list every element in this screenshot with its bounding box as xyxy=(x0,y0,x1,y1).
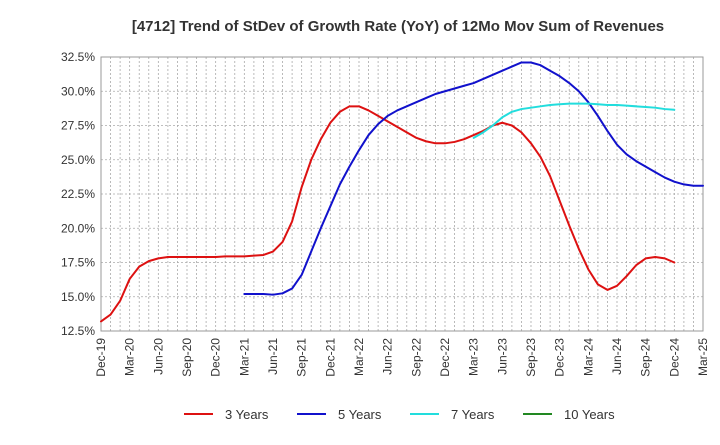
x-tick-label: Dec-19 xyxy=(94,338,108,377)
y-tick-label: 15.0% xyxy=(61,290,95,304)
y-tick-label: 32.5% xyxy=(61,50,95,64)
x-tick-label: Jun-24 xyxy=(610,338,624,375)
x-tick-label: Sep-24 xyxy=(639,338,653,377)
y-tick-label: 22.5% xyxy=(61,187,95,201)
axis-layer: 12.5% 15.0% 17.5% 20.0% 22.5% 25.0% 27.5% 30.0%… xyxy=(61,50,710,377)
grid-layer xyxy=(100,56,704,332)
series-layer xyxy=(100,61,704,323)
x-tick-label: Mar-21 xyxy=(237,338,251,376)
y-tick-label: 27.5% xyxy=(61,119,95,133)
x-tick-label: Mar-20 xyxy=(123,338,137,376)
x-tick-label: Sep-20 xyxy=(180,338,194,377)
series-line-5-years xyxy=(243,61,704,296)
series-line-7-years xyxy=(472,102,676,139)
y-tick-label: 12.5% xyxy=(61,324,95,338)
legend: 3 Years 5 Years 7 Years 10 Years xyxy=(184,407,615,422)
x-tick-label: Jun-20 xyxy=(151,338,165,375)
legend-label-7-years: 7 Years xyxy=(451,407,495,422)
y-tick-label: 17.5% xyxy=(61,256,95,270)
x-tick-label: Jun-22 xyxy=(381,338,395,375)
x-tick-label: Sep-22 xyxy=(409,338,423,377)
legend-label-5-years: 5 Years xyxy=(338,407,382,422)
x-tick-label: Mar-22 xyxy=(352,338,366,376)
y-tick-label: 25.0% xyxy=(61,153,95,167)
x-tick-label: Dec-23 xyxy=(553,338,567,377)
legend-label-10-years: 10 Years xyxy=(564,407,615,422)
x-tick-label: Mar-24 xyxy=(581,338,595,376)
x-tick-label: Dec-20 xyxy=(209,338,223,377)
x-tick-label: Sep-23 xyxy=(524,338,538,377)
x-tick-label: Dec-21 xyxy=(323,338,337,377)
x-tick-label: Dec-22 xyxy=(438,338,452,377)
x-tick-label: Jun-23 xyxy=(495,338,509,375)
y-tick-label: 20.0% xyxy=(61,221,95,235)
x-tick-label: Jun-21 xyxy=(266,338,280,375)
chart-title: [4712] Trend of StDev of Growth Rate (Yo… xyxy=(132,18,664,35)
y-tick-label: 30.0% xyxy=(61,84,95,98)
legend-label-3-years: 3 Years xyxy=(225,407,269,422)
series-line-3-years xyxy=(100,105,676,323)
plot-frame xyxy=(100,56,704,332)
x-tick-label: Mar-23 xyxy=(467,338,481,376)
x-tick-label: Mar-25 xyxy=(696,338,710,376)
x-tick-label: Sep-21 xyxy=(295,338,309,377)
x-tick-label: Dec-24 xyxy=(667,338,681,377)
